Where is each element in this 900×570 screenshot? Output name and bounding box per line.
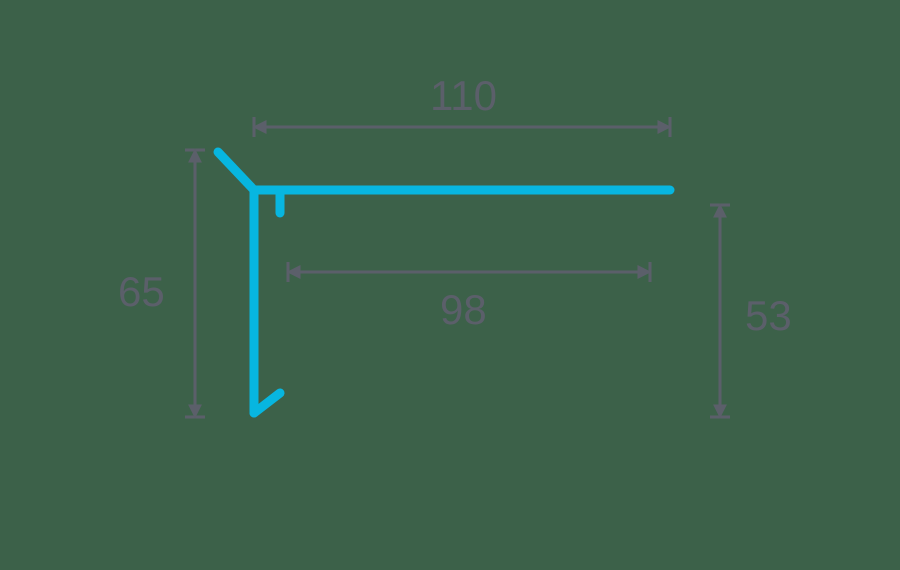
dim-110-label: 110 (430, 72, 497, 119)
technical-drawing: 110 98 65 53 (0, 0, 900, 570)
dim-98-label: 98 (440, 286, 487, 333)
dim-65-label: 65 (118, 268, 165, 315)
dim-53: 53 (710, 205, 792, 417)
dim-98: 98 (288, 262, 650, 333)
profile-shape (218, 152, 670, 413)
dim-110: 110 (254, 72, 670, 137)
dim-65: 65 (118, 150, 205, 417)
dim-53-label: 53 (745, 292, 792, 339)
